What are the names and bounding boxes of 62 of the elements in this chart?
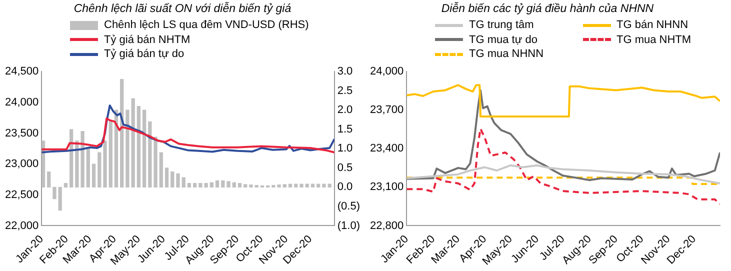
y-tick-label: 24,500	[4, 66, 39, 78]
bar	[282, 184, 286, 188]
bar	[47, 171, 51, 188]
bar	[232, 182, 236, 188]
legend-label: TG bán NHNN	[616, 19, 688, 31]
bar	[244, 184, 248, 188]
chart-title: Diễn biến các tỷ giá điều hành của NHNN	[440, 3, 655, 17]
legend-label: TG trung tâm	[469, 19, 534, 31]
y2-tick-label: 2.5	[337, 84, 353, 97]
y-tick-label: 23,700	[370, 104, 404, 116]
y-tick-label: 22,500	[4, 188, 39, 201]
y-tick-label: 23,400	[370, 142, 404, 155]
y2-tick-label: 3.0	[337, 66, 353, 78]
bar	[154, 136, 158, 188]
bar	[182, 177, 186, 188]
bar	[92, 164, 96, 188]
y2-tick-label: (1.0)	[337, 220, 360, 232]
legend-label: Chênh lệch LS qua đêm VND-USD (RHS)	[104, 19, 309, 31]
legend-label: TG mua NHTM	[616, 34, 692, 46]
line-series	[406, 128, 720, 205]
bar	[136, 106, 141, 188]
y-tick-label: 22,000	[4, 220, 39, 232]
bar	[148, 121, 152, 188]
bar	[103, 140, 107, 188]
bar	[170, 171, 174, 188]
bar	[159, 152, 163, 188]
y2-tick-label: 1.5	[337, 123, 353, 136]
bar	[142, 110, 146, 188]
bar	[226, 181, 230, 188]
bar	[64, 183, 68, 188]
legend-label: TG mua NHNN	[469, 48, 544, 60]
legend-label: Tỷ giá bán NHTM	[104, 34, 190, 46]
bar	[164, 168, 169, 188]
bar	[221, 180, 225, 188]
y2-tick-label: 2.0	[337, 104, 353, 116]
y2-tick-label: (0.5)	[337, 200, 360, 212]
y-tick-label: 24,000	[4, 96, 39, 108]
bar	[187, 183, 192, 188]
bar	[210, 182, 214, 188]
bar	[176, 173, 180, 188]
bar	[98, 152, 102, 188]
chart-title: Chênh lệch lãi suất ON với diễn biến tỷ giá	[72, 3, 292, 17]
bar	[249, 184, 253, 188]
bar	[300, 184, 304, 188]
bar	[52, 186, 56, 200]
y-tick-label: 23,000	[4, 158, 39, 170]
y2-tick-label: 0.0	[337, 181, 353, 194]
bar	[193, 183, 197, 188]
bar	[254, 184, 258, 188]
y-tick-label: 24,000	[370, 66, 404, 78]
y-tick-label: 23,100	[370, 181, 404, 194]
bar	[86, 148, 90, 188]
y2-tick-label: 0.5	[337, 162, 353, 174]
bar	[238, 183, 242, 188]
y2-tick-label: 1.0	[337, 142, 353, 155]
y-tick-label: 23,500	[4, 127, 39, 140]
bar	[215, 180, 220, 188]
legend-label: Tỷ giá bán tự do	[104, 48, 184, 60]
y-tick-label: 22,800	[370, 220, 404, 232]
legend-label: TG mua tự do	[469, 34, 538, 46]
bar	[58, 186, 62, 211]
bar	[108, 121, 112, 188]
